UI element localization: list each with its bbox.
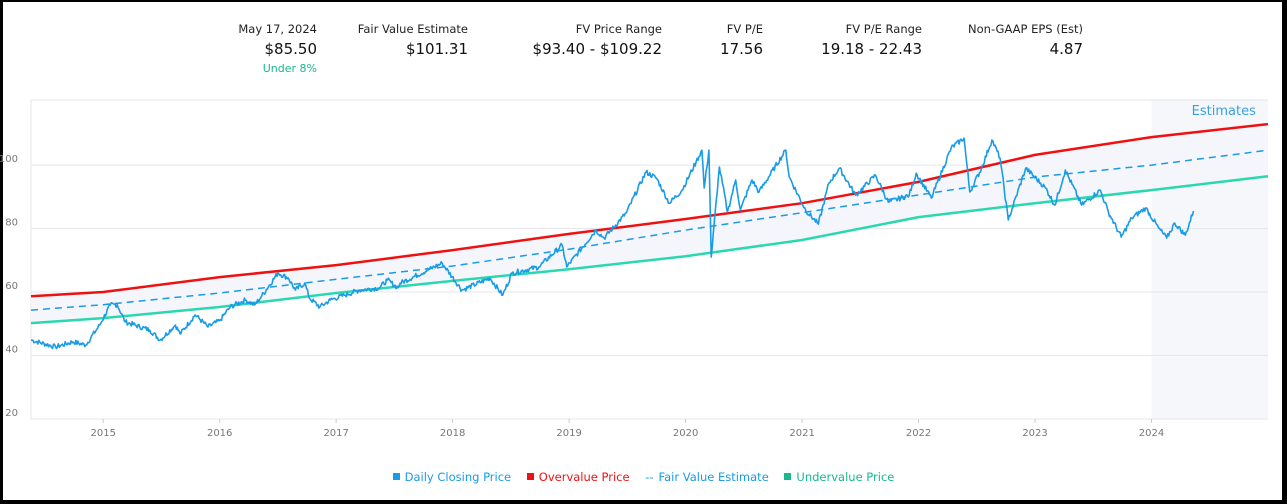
legend-fair-value-dash: -- — [645, 470, 654, 484]
fv-price-range-value: $93.40 - $109.22 — [532, 40, 662, 58]
y-tick-label: 20 — [5, 408, 18, 419]
x-tick-label: 2021 — [789, 428, 814, 439]
chart-legend: Daily Closing Price Overvalue Price -- Fa… — [0, 470, 1287, 484]
fv-pe-value: 17.56 — [720, 40, 763, 58]
daily-closing-price-line — [30, 137, 1195, 350]
legend-price-label: Daily Closing Price — [404, 470, 512, 484]
stat-current-price: May 17, 2024 $85.50 Under 8% — [200, 22, 317, 75]
legend-item-fair-value[interactable]: -- Fair Value Estimate — [645, 470, 769, 484]
x-tick-label: 2019 — [556, 428, 581, 439]
y-tick-label: 60 — [5, 281, 18, 292]
legend-item-overvalue[interactable]: Overvalue Price — [526, 470, 630, 484]
valuation-status: Under 8% — [262, 62, 317, 75]
stat-fv-price-range: FV Price Range $93.40 - $109.22 — [500, 22, 662, 58]
eps-value: 4.87 — [1049, 40, 1083, 58]
x-tick-label: 2020 — [673, 428, 698, 439]
eps-label: Non-GAAP EPS (Est) — [968, 22, 1083, 36]
fv-pe-range-label: FV P/E Range — [845, 22, 922, 36]
current-price: $85.50 — [264, 40, 318, 58]
fair-value-value: $101.31 — [405, 40, 468, 58]
y-tick-label: 100 — [0, 154, 18, 165]
fv-price-range-label: FV Price Range — [575, 22, 662, 36]
fv-pe-range-value: 19.18 - 22.43 — [821, 40, 922, 58]
y-tick-label: 40 — [5, 345, 18, 356]
x-tick-label: 2018 — [440, 428, 465, 439]
legend-fair-value-label: Fair Value Estimate — [658, 470, 769, 484]
legend-overvalue-swatch — [526, 473, 534, 480]
stat-fair-value: Fair Value Estimate $101.31 — [330, 22, 468, 58]
legend-price-swatch — [392, 473, 400, 480]
fv-pe-label: FV P/E — [726, 22, 763, 36]
undervalue-line — [30, 174, 1269, 325]
y-tick-label: 80 — [5, 218, 18, 229]
stat-fv-pe-range: FV P/E Range 19.18 - 22.43 — [800, 22, 922, 58]
legend-undervalue-swatch — [784, 473, 792, 480]
fair-value-line — [30, 149, 1269, 311]
x-tick-label: 2023 — [1022, 428, 1047, 439]
legend-item-price[interactable]: Daily Closing Price — [392, 470, 512, 484]
stat-fv-pe: FV P/E 17.56 — [680, 22, 763, 58]
x-tick-label: 2015 — [90, 428, 115, 439]
legend-item-undervalue[interactable]: Undervalue Price — [784, 470, 894, 484]
x-tick-label: 2022 — [906, 428, 931, 439]
x-tick-label: 2016 — [207, 428, 232, 439]
overvalue-line — [30, 122, 1269, 298]
estimates-label: Estimates — [1192, 104, 1256, 119]
x-tick-label: 2024 — [1139, 428, 1164, 439]
legend-undervalue-label: Undervalue Price — [796, 470, 895, 484]
stat-eps: Non-GAAP EPS (Est) 4.87 — [950, 22, 1083, 58]
price-date: May 17, 2024 — [238, 22, 317, 36]
x-tick-label: 2017 — [323, 428, 348, 439]
legend-overvalue-label: Overvalue Price — [538, 470, 630, 484]
fair-value-label: Fair Value Estimate — [357, 22, 468, 36]
